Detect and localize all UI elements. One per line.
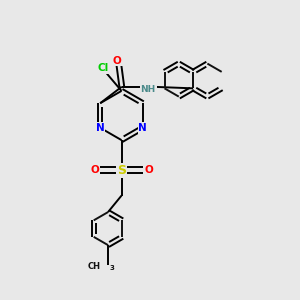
Text: N: N	[138, 123, 147, 133]
Text: O: O	[113, 56, 122, 66]
Text: S: S	[117, 164, 126, 177]
Text: 3: 3	[109, 265, 114, 271]
Text: NH: NH	[141, 85, 156, 94]
Text: CH: CH	[88, 262, 101, 271]
Text: N: N	[96, 123, 105, 133]
Text: O: O	[144, 165, 153, 175]
Text: Cl: Cl	[98, 63, 109, 74]
Text: O: O	[90, 165, 99, 175]
